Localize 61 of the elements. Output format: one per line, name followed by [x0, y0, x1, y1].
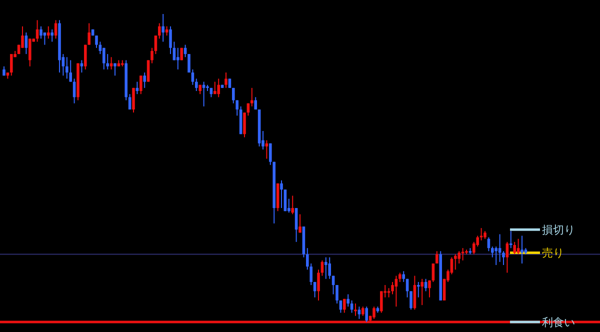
- candlestick: [140, 75, 142, 95]
- candlestick: [69, 60, 72, 82]
- candlestick: [217, 78, 220, 98]
- candlestick: [254, 96, 257, 110]
- candlestick: [176, 47, 180, 70]
- candlestick: [102, 47, 106, 70]
- candlestick: [291, 195, 294, 215]
- candlestick: [158, 22, 161, 40]
- candlestick: [143, 72, 146, 88]
- candlestick: [365, 306, 368, 322]
- candlestick: [402, 270, 405, 282]
- candlestick: [410, 290, 412, 310]
- candlestick: [454, 254, 457, 270]
- candlestick: [128, 94, 132, 110]
- ref-line-label: 利食い: [542, 316, 575, 329]
- candlestick: [47, 26, 50, 40]
- candlestick: [214, 81, 216, 95]
- candlestick: [520, 235, 524, 264]
- candlestick: [428, 280, 431, 298]
- candlestick: [195, 78, 198, 92]
- candlestick: [162, 14, 164, 42]
- candlestick: [40, 26, 42, 40]
- candlestick: [324, 256, 328, 280]
- candlestick: [343, 298, 346, 314]
- candlestick: [10, 54, 13, 76]
- candlestick: [114, 62, 116, 76]
- candlestick: [494, 246, 498, 266]
- candlestick: [50, 28, 54, 42]
- candlestick: [150, 47, 154, 64]
- ref-line-label: 損切り: [542, 224, 575, 237]
- candlestick: [24, 32, 28, 55]
- ref-line-label: 売り: [542, 246, 564, 260]
- candlestick: [346, 294, 350, 308]
- candlestick: [372, 306, 376, 320]
- candlestick: [298, 214, 302, 234]
- candlestick: [513, 241, 516, 255]
- candlestick: [243, 112, 246, 138]
- candlestick: [336, 284, 338, 304]
- candlestick: [54, 20, 58, 40]
- candlestick: [224, 72, 228, 88]
- candlestick: [398, 272, 402, 282]
- candlestick: [362, 306, 364, 316]
- candlestick: [436, 250, 438, 264]
- candlestick: [66, 56, 68, 80]
- candlestick: [280, 180, 283, 209]
- candlestick: [250, 87, 254, 107]
- candlestick: [236, 100, 238, 116]
- candlestick: [358, 306, 361, 320]
- candlestick: [510, 230, 512, 249]
- candlestick: [169, 26, 172, 55]
- candlestick: [420, 278, 424, 306]
- candlestick: [228, 78, 232, 88]
- candlestick: [417, 281, 420, 298]
- candlestick: [328, 256, 331, 280]
- candlestick: [354, 303, 357, 316]
- candlestick: [88, 22, 90, 46]
- candlestick: [132, 87, 135, 114]
- candlestick: [84, 44, 87, 70]
- candlestick: [28, 38, 32, 67]
- candlestick: [146, 60, 150, 82]
- candlestick: [506, 241, 509, 274]
